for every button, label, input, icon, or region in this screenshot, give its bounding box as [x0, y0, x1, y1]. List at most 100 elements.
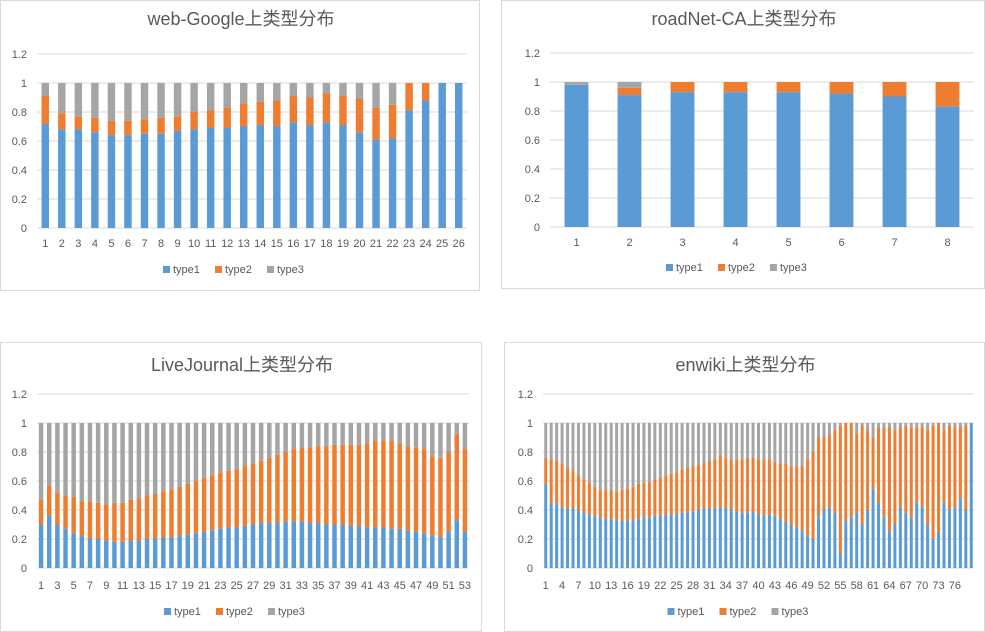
bar-segment-type1-19 — [642, 517, 646, 568]
bar-segment-type3-54 — [833, 423, 837, 431]
bar-segment-type1-44 — [778, 518, 782, 568]
bar-segment-type3-41 — [364, 423, 370, 444]
bar-segment-type3-2 — [46, 423, 52, 486]
bar-segment-type2-53 — [827, 434, 831, 508]
bar-segment-type2-7 — [87, 501, 93, 539]
bar-segment-type2-44 — [778, 463, 782, 519]
bar-segment-type1-48 — [800, 530, 804, 568]
bar-segment-type3-3 — [74, 83, 83, 117]
bar-segment-type2-2 — [549, 459, 553, 503]
bar-segment-type1-11 — [598, 517, 602, 568]
x-tick-label: 49 — [801, 580, 813, 592]
bar-segment-type1-38 — [746, 512, 750, 568]
bar-segment-type3-5 — [566, 423, 570, 468]
x-tick-label: 4 — [732, 237, 738, 249]
bar-segment-type1-6 — [829, 93, 854, 227]
bar-segment-type3-10 — [112, 423, 117, 503]
bar-segment-type2-1 — [41, 96, 49, 124]
x-tick-label: 5 — [71, 580, 77, 592]
bar-segment-type3-20 — [355, 83, 364, 99]
bar-segment-type2-10 — [593, 486, 597, 516]
y-tick-label: 0.2 — [525, 193, 540, 205]
bar-segment-type3-61 — [871, 423, 875, 438]
bar-segment-type1-47 — [413, 531, 419, 568]
bar-segment-type1-2 — [549, 502, 553, 568]
y-tick-label: 0.4 — [525, 164, 540, 176]
bar-segment-type2-29 — [267, 457, 272, 524]
bar-segment-type3-12 — [604, 423, 608, 490]
bar-segment-type1-2 — [617, 95, 642, 227]
bar-segment-type2-42 — [373, 440, 378, 528]
bar-segment-type1-71 — [926, 524, 930, 568]
bar-segment-type2-46 — [405, 446, 411, 531]
bar-segment-type1-4 — [63, 528, 68, 568]
bar-segment-type1-36 — [735, 511, 739, 568]
bar-segment-type1-21 — [201, 531, 207, 568]
x-tick-label: 58 — [851, 580, 863, 592]
bar-segment-type2-25 — [234, 469, 239, 528]
bar-segment-type2-20 — [355, 98, 364, 133]
bar-segment-type2-45 — [784, 463, 788, 522]
x-tick-label: 24 — [420, 238, 432, 250]
bar-segment-type2-54 — [833, 430, 837, 513]
bar-segment-type3-76 — [953, 423, 957, 428]
y-tick-label: 0 — [534, 222, 540, 234]
bar-segment-type1-46 — [789, 524, 793, 568]
x-tick-label: 6 — [125, 238, 131, 250]
bar-segment-type2-73 — [937, 423, 941, 532]
x-tick-label: 5 — [785, 237, 791, 249]
bar-segment-type2-28 — [691, 466, 695, 512]
bar-segment-type2-65 — [893, 430, 897, 525]
bar-segment-type1-73 — [937, 531, 941, 568]
bar-segment-type3-48 — [421, 423, 427, 450]
bar-segment-type2-71 — [926, 430, 930, 525]
bar-segment-type2-4 — [560, 463, 564, 508]
bar-segment-type2-14 — [144, 495, 150, 539]
bar-segment-type2-21 — [653, 479, 657, 516]
bar-segment-type1-3 — [670, 92, 695, 228]
bar-segment-type2-24 — [226, 470, 231, 528]
bar-segment-type3-9 — [173, 83, 182, 117]
bar-segment-type3-35 — [315, 423, 321, 447]
bar-segment-type3-21 — [653, 423, 657, 480]
y-tick-label: 0.2 — [12, 194, 27, 206]
x-tick-label: 13 — [605, 580, 617, 592]
bar-segment-type2-26 — [680, 469, 684, 513]
bar-segment-type3-58 — [855, 423, 859, 434]
x-tick-label: 10 — [188, 238, 200, 250]
legend-label-type2: type2 — [730, 606, 757, 618]
bar-segment-type1-54 — [833, 512, 837, 568]
x-tick-label: 3 — [54, 580, 60, 592]
bar-segment-type3-1 — [41, 83, 49, 97]
bar-segment-type2-36 — [735, 459, 739, 512]
bar-segment-type3-46 — [789, 423, 793, 467]
x-tick-label: 25 — [436, 238, 448, 250]
bar-segment-type2-72 — [931, 425, 935, 539]
bar-segment-type3-47 — [795, 423, 799, 467]
bar-segment-type2-22 — [388, 104, 397, 139]
bar-segment-type1-41 — [364, 527, 370, 568]
bar-segment-type1-28 — [258, 523, 264, 568]
bar-segment-type3-29 — [267, 423, 272, 458]
bar-segment-type1-21 — [653, 515, 657, 568]
bar-segment-type1-29 — [267, 523, 272, 568]
bar-segment-type2-69 — [915, 427, 919, 503]
bar-segment-type1-17 — [169, 537, 174, 568]
bar-segment-type1-75 — [947, 510, 951, 568]
x-tick-label: 76 — [949, 580, 961, 592]
chart-title: enwiki上类型分布 — [675, 355, 815, 375]
bar-segment-type1-22 — [388, 138, 397, 228]
x-tick-label: 26 — [453, 238, 465, 250]
bar-segment-type1-11 — [206, 127, 215, 228]
bar-segment-type1-42 — [767, 514, 771, 568]
bar-segment-type3-39 — [348, 423, 354, 445]
x-tick-label: 18 — [320, 238, 332, 250]
bar-segment-type2-12 — [128, 499, 133, 541]
bar-segment-type1-18 — [322, 122, 331, 228]
bar-segment-type3-8 — [582, 423, 586, 480]
bar-segment-type2-9 — [587, 482, 591, 515]
bar-segment-type3-24 — [226, 423, 231, 471]
bar-segment-type3-28 — [258, 423, 264, 461]
bar-segment-type1-3 — [55, 524, 60, 568]
